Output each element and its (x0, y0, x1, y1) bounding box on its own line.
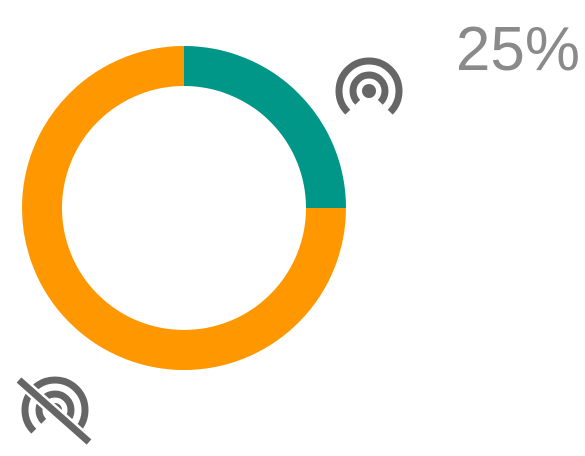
icon-arc (35, 390, 75, 424)
icon-arc (349, 71, 389, 105)
icon-dot (362, 84, 376, 98)
donut-segment (183, 46, 346, 209)
value-label: 25% (456, 15, 580, 84)
signal-icon (335, 57, 403, 115)
icon-arc (21, 376, 89, 434)
icon-arc (335, 57, 403, 115)
signal-off-icon (15, 375, 93, 447)
icon-slash (16, 377, 92, 445)
donut-segment (22, 46, 346, 370)
